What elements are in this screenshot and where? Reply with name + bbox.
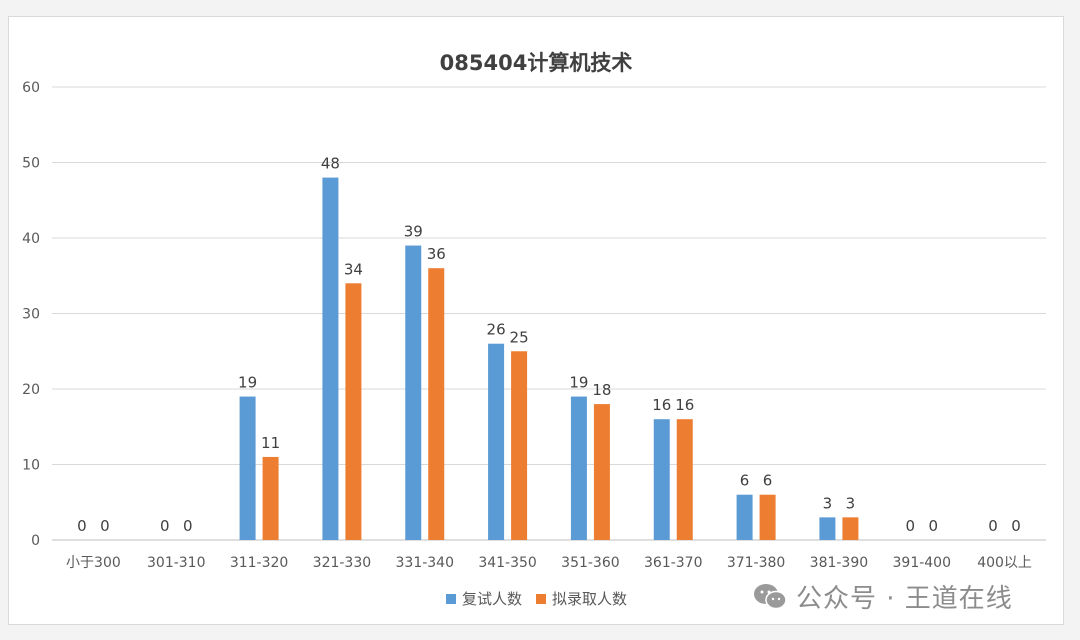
bar-series-2 bbox=[428, 268, 445, 540]
bar-series-1 bbox=[488, 343, 505, 540]
data-label: 11 bbox=[261, 434, 280, 452]
legend-swatch-series-2 bbox=[536, 593, 547, 604]
y-tick-label: 40 bbox=[22, 231, 40, 247]
y-tick-label: 30 bbox=[22, 307, 40, 323]
data-label: 36 bbox=[427, 245, 446, 263]
legend: 复试人数 拟录取人数 bbox=[446, 588, 627, 609]
data-label: 39 bbox=[404, 223, 423, 241]
y-tick-label: 60 bbox=[22, 80, 40, 96]
y-tick-label: 0 bbox=[31, 533, 40, 549]
x-tick-label: 371-380 bbox=[727, 555, 786, 571]
data-label: 34 bbox=[344, 260, 363, 278]
watermark-text: 公众号 · 王道在线 bbox=[796, 584, 1013, 614]
legend-label-series-1: 复试人数 bbox=[462, 590, 523, 608]
x-tick-label: 351-360 bbox=[561, 555, 620, 571]
data-label: 16 bbox=[652, 396, 671, 414]
bar-series-2 bbox=[262, 456, 279, 540]
x-tick-label: 381-390 bbox=[810, 555, 869, 571]
bar-series-1 bbox=[322, 177, 339, 540]
data-label: 19 bbox=[238, 374, 257, 392]
bar-series-2 bbox=[511, 351, 528, 540]
chart-title: 085404计算机技术 bbox=[439, 51, 633, 75]
bar-series-2 bbox=[593, 404, 610, 540]
data-label: 6 bbox=[740, 472, 750, 490]
data-label: 48 bbox=[321, 155, 340, 173]
data-label: 0 bbox=[100, 517, 110, 535]
bar-series-1 bbox=[819, 517, 836, 540]
x-tick-label: 301-310 bbox=[147, 555, 206, 571]
bar-series-2 bbox=[676, 419, 693, 540]
bar-series-1 bbox=[405, 245, 422, 541]
data-label: 0 bbox=[928, 517, 938, 535]
legend-swatch-series-1 bbox=[446, 593, 456, 604]
bar-series-1 bbox=[239, 396, 256, 540]
data-label: 16 bbox=[675, 396, 694, 414]
x-tick-label: 311-320 bbox=[230, 555, 289, 571]
legend-label-series-2: 拟录取人数 bbox=[552, 590, 628, 608]
y-tick-label: 10 bbox=[22, 458, 40, 474]
bar-series-1 bbox=[653, 419, 670, 540]
data-label: 0 bbox=[77, 517, 87, 535]
x-tick-label: 321-330 bbox=[313, 555, 372, 571]
data-label: 0 bbox=[1011, 517, 1021, 535]
chart-frame: 085404计算机技术 bbox=[8, 16, 1064, 625]
wechat-icon bbox=[754, 583, 787, 609]
x-tick-label: 小于300 bbox=[66, 555, 121, 571]
x-tick-label: 391-400 bbox=[893, 555, 952, 571]
y-tick-label: 50 bbox=[22, 156, 40, 172]
bar-series-2 bbox=[842, 517, 859, 540]
watermark: 公众号 · 王道在线 bbox=[752, 578, 1013, 615]
bar-series-2 bbox=[345, 283, 362, 540]
data-label: 6 bbox=[763, 472, 773, 490]
bar-series-1 bbox=[570, 396, 587, 540]
data-label: 19 bbox=[569, 374, 588, 392]
x-tick-label: 341-350 bbox=[478, 555, 537, 571]
data-label: 26 bbox=[487, 321, 506, 339]
x-tick-label: 361-370 bbox=[644, 555, 703, 571]
data-label: 18 bbox=[592, 381, 611, 399]
data-label: 0 bbox=[988, 517, 998, 535]
data-label: 25 bbox=[510, 328, 529, 346]
x-tick-label: 400以上 bbox=[977, 555, 1032, 571]
x-tick-label: 331-340 bbox=[396, 555, 455, 571]
data-label: 3 bbox=[846, 494, 856, 512]
legend-item-series-1: 复试人数 bbox=[446, 588, 522, 609]
y-tick-label: 20 bbox=[22, 382, 40, 398]
bar-series-2 bbox=[759, 494, 776, 540]
data-label: 3 bbox=[823, 494, 833, 512]
data-label: 0 bbox=[160, 517, 170, 535]
bar-series-1 bbox=[736, 494, 753, 540]
data-label: 0 bbox=[905, 517, 915, 535]
legend-item-series-2: 拟录取人数 bbox=[536, 588, 627, 609]
data-label: 0 bbox=[183, 517, 193, 535]
